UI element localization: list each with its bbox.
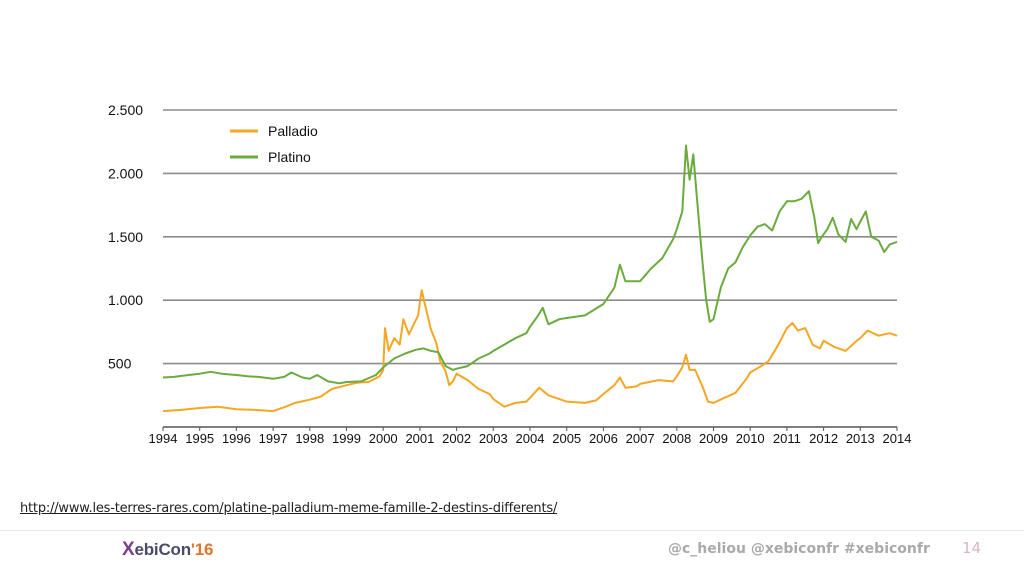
legend-label-platino: Platino bbox=[268, 149, 311, 165]
x-axis-ticks: 1994 1995 1996 1997 1998 1999 2000 2001 2002 2003… bbox=[149, 427, 912, 446]
x-tick-label: 2003 bbox=[479, 431, 508, 446]
x-tick-label: 2012 bbox=[809, 431, 838, 446]
x-tick-label: 2010 bbox=[736, 431, 765, 446]
xebicon-logo: XebiCon'16 bbox=[122, 539, 213, 561]
y-tick-label: 1.500 bbox=[108, 229, 143, 245]
page-number: 14 bbox=[962, 539, 982, 557]
y-tick-label: 2.500 bbox=[108, 102, 143, 118]
x-tick-label: 2004 bbox=[516, 431, 545, 446]
logo-x: X bbox=[122, 539, 135, 560]
x-tick-label: 2013 bbox=[846, 431, 875, 446]
series-line-palladio bbox=[162, 289, 898, 413]
logo-year: '16 bbox=[190, 540, 214, 559]
legend: Palladio Platino bbox=[230, 123, 318, 165]
x-tick-label: 2005 bbox=[552, 431, 581, 446]
x-tick-label: 1998 bbox=[295, 431, 324, 446]
x-tick-label: 2007 bbox=[626, 431, 655, 446]
x-tick-label: 1999 bbox=[332, 431, 361, 446]
x-tick-label: 2001 bbox=[405, 431, 434, 446]
price-chart: 2.500 2.000 1.500 1.000 500 1994 1995 1996 1997… bbox=[108, 102, 912, 446]
series-lines bbox=[162, 144, 898, 413]
y-tick-label: 2.000 bbox=[108, 165, 143, 181]
social-handles: @c_heliou @xebiconfr #xebiconfr bbox=[668, 541, 930, 557]
y-tick-label: 500 bbox=[108, 356, 132, 372]
x-tick-label: 2008 bbox=[662, 431, 691, 446]
x-tick-label: 2014 bbox=[883, 431, 912, 446]
x-tick-label: 2006 bbox=[589, 431, 618, 446]
x-tick-label: 2002 bbox=[442, 431, 471, 446]
series-line-platino bbox=[162, 144, 898, 385]
y-tick-label: 1.000 bbox=[108, 292, 143, 308]
x-tick-label: 1994 bbox=[149, 431, 178, 446]
x-tick-label: 2009 bbox=[699, 431, 728, 446]
logo-name: ebiCon bbox=[134, 540, 191, 559]
source-link[interactable]: http://www.les-terres-rares.com/platine-… bbox=[20, 501, 558, 516]
footer-divider bbox=[0, 530, 1024, 531]
x-tick-label: 2000 bbox=[369, 431, 398, 446]
y-axis-ticks: 2.500 2.000 1.500 1.000 500 bbox=[108, 102, 143, 372]
x-tick-label: 1995 bbox=[185, 431, 214, 446]
legend-label-palladio: Palladio bbox=[268, 123, 318, 139]
x-tick-label: 2011 bbox=[773, 431, 801, 446]
x-tick-label: 1996 bbox=[222, 431, 251, 446]
x-tick-label: 1997 bbox=[259, 431, 288, 446]
